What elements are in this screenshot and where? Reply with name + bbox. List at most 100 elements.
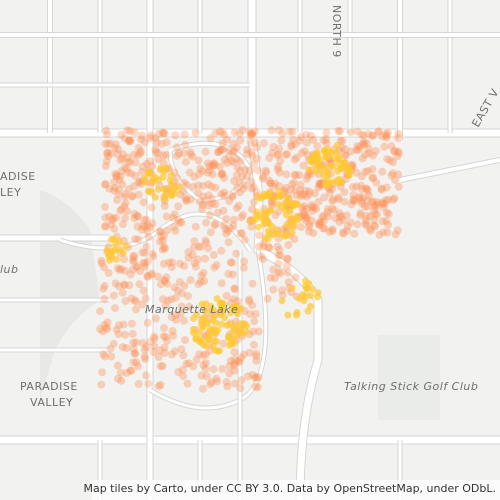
marker — [276, 269, 285, 278]
marker — [370, 221, 378, 230]
marker — [188, 152, 197, 161]
marker — [337, 164, 345, 172]
marker — [120, 202, 129, 211]
marker — [178, 365, 187, 374]
marker — [159, 332, 168, 341]
marker — [300, 297, 308, 305]
marker — [215, 162, 224, 171]
marker — [305, 187, 314, 196]
marker — [154, 382, 163, 391]
marker — [112, 325, 121, 334]
marker — [132, 338, 141, 347]
marker — [367, 198, 376, 206]
marker — [244, 372, 252, 381]
marker — [154, 272, 162, 281]
marker — [283, 254, 292, 263]
marker — [346, 128, 355, 137]
marker — [330, 206, 339, 215]
marker — [189, 243, 198, 252]
marker — [202, 372, 211, 381]
marker — [229, 148, 238, 157]
marker — [202, 238, 211, 247]
marker — [319, 211, 328, 220]
marker — [209, 365, 218, 374]
marker — [171, 293, 180, 302]
marker — [109, 214, 118, 223]
marker — [234, 201, 243, 210]
marker — [261, 234, 269, 242]
marker — [309, 135, 318, 144]
marker — [380, 142, 389, 151]
marker — [282, 183, 291, 192]
marker — [379, 228, 388, 237]
marker — [156, 362, 165, 371]
marker — [130, 128, 139, 137]
marker — [171, 185, 179, 193]
marker — [291, 140, 300, 149]
marker — [223, 321, 231, 329]
marker — [254, 242, 263, 251]
marker — [274, 259, 283, 268]
marker — [274, 251, 283, 260]
marker — [210, 159, 218, 168]
place-label: LEY — [0, 186, 21, 199]
marker — [101, 202, 110, 211]
marker — [394, 133, 403, 142]
marker — [382, 208, 391, 217]
marker — [299, 207, 308, 216]
marker — [143, 221, 152, 230]
marker — [276, 251, 285, 260]
marker — [247, 184, 256, 193]
marker — [126, 127, 134, 135]
marker — [184, 248, 193, 257]
marker — [350, 229, 359, 238]
marker — [141, 294, 150, 303]
marker — [319, 224, 328, 233]
marker — [179, 372, 188, 381]
marker — [357, 199, 366, 208]
marker — [232, 143, 241, 152]
marker — [328, 204, 337, 213]
marker — [247, 178, 256, 186]
marker — [180, 178, 189, 187]
marker — [314, 220, 323, 229]
marker — [238, 329, 246, 337]
marker — [252, 143, 261, 152]
marker — [207, 302, 214, 310]
marker — [284, 278, 293, 287]
marker — [102, 126, 111, 135]
marker — [316, 166, 324, 174]
marker — [247, 131, 256, 140]
marker — [162, 212, 171, 221]
marker — [113, 361, 122, 370]
marker — [220, 174, 229, 182]
marker — [201, 359, 210, 367]
marker — [288, 284, 296, 292]
marker — [230, 355, 239, 364]
marker — [111, 170, 120, 179]
marker — [179, 351, 188, 360]
marker — [246, 310, 255, 319]
lake-label: Marquette Lake — [145, 303, 238, 316]
marker — [378, 167, 387, 176]
marker — [104, 152, 113, 161]
marker — [121, 266, 130, 275]
marker — [125, 136, 134, 145]
marker — [350, 195, 359, 204]
marker — [126, 158, 135, 167]
marker — [117, 376, 126, 385]
marker — [103, 325, 112, 334]
marker — [140, 352, 149, 361]
marker — [271, 179, 280, 188]
marker — [121, 330, 129, 339]
marker — [274, 150, 283, 159]
marker — [329, 162, 337, 170]
marker — [391, 230, 400, 239]
marker — [230, 284, 239, 293]
road — [168, 141, 252, 202]
marker — [232, 154, 241, 163]
marker — [149, 348, 158, 356]
marker — [259, 255, 267, 264]
marker — [129, 338, 138, 347]
marker — [174, 216, 183, 224]
